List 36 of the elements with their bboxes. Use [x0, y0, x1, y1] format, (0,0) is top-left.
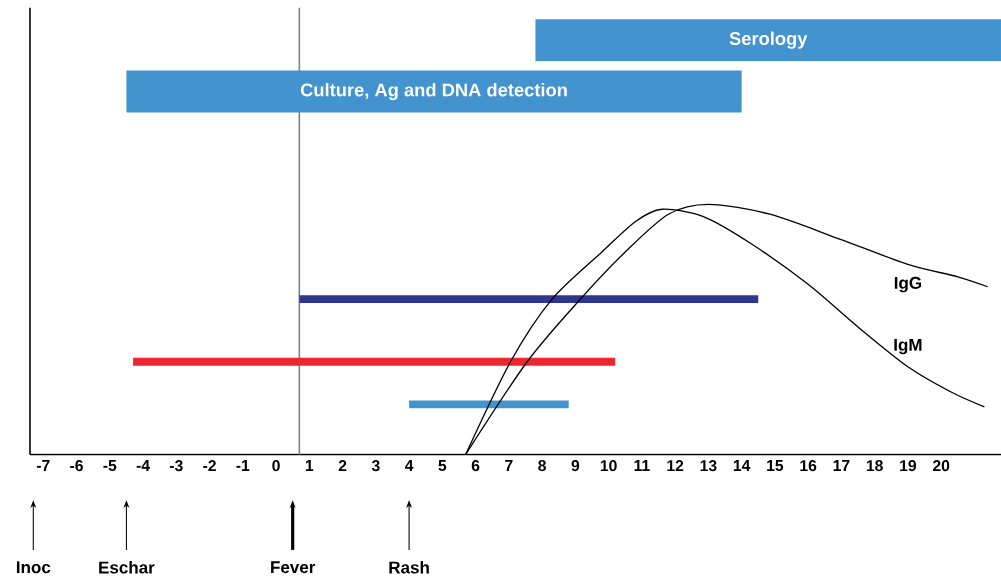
x-tick-label: -5 [103, 459, 117, 471]
x-tick-label: 14 [733, 459, 751, 471]
x-tick-label: -3 [169, 459, 183, 472]
x-tick-label: 7 [505, 459, 513, 471]
text: Fever [271, 561, 316, 574]
x-tick-label: 6 [471, 459, 480, 472]
x-tick-label: 2 [338, 459, 347, 471]
x-tick-label: 10 [600, 459, 617, 472]
x-tick-label: -6 [70, 459, 83, 472]
text: Eschar [99, 560, 155, 574]
x-tick-label: 15 [767, 459, 784, 471]
series-label: Culture, Ag and DNA detection [300, 82, 567, 101]
series-label: IgG [894, 276, 922, 293]
x-tick-label: 0 [272, 459, 280, 472]
x-tick-label: 19 [900, 459, 917, 472]
x-tick-label: 4 [404, 459, 414, 471]
x-tick-label: -1 [236, 459, 250, 471]
text: Rash [389, 560, 429, 574]
x-tick-label: 18 [866, 459, 883, 472]
x-tick-label: 16 [800, 459, 817, 472]
x-tick-label: 13 [700, 459, 717, 472]
series-label: IgM [894, 338, 922, 355]
x-tick-label: 17 [833, 459, 850, 471]
x-tick-label: 8 [538, 459, 546, 472]
x-tick-label: -2 [203, 459, 216, 471]
x-tick-label: 9 [571, 459, 580, 472]
x-tick-label: 5 [438, 459, 447, 471]
x-tick-label: -4 [136, 459, 150, 471]
x-tick-label: -7 [36, 459, 50, 471]
x-tick-label: 12 [667, 459, 684, 471]
x-tick-label: 11 [634, 459, 650, 471]
series-label: Serology [729, 31, 808, 49]
x-tick-label: 3 [371, 459, 380, 472]
x-tick-label: 20 [932, 459, 950, 472]
text: Inoc [16, 561, 51, 574]
x-tick-label: 1 [305, 459, 314, 471]
